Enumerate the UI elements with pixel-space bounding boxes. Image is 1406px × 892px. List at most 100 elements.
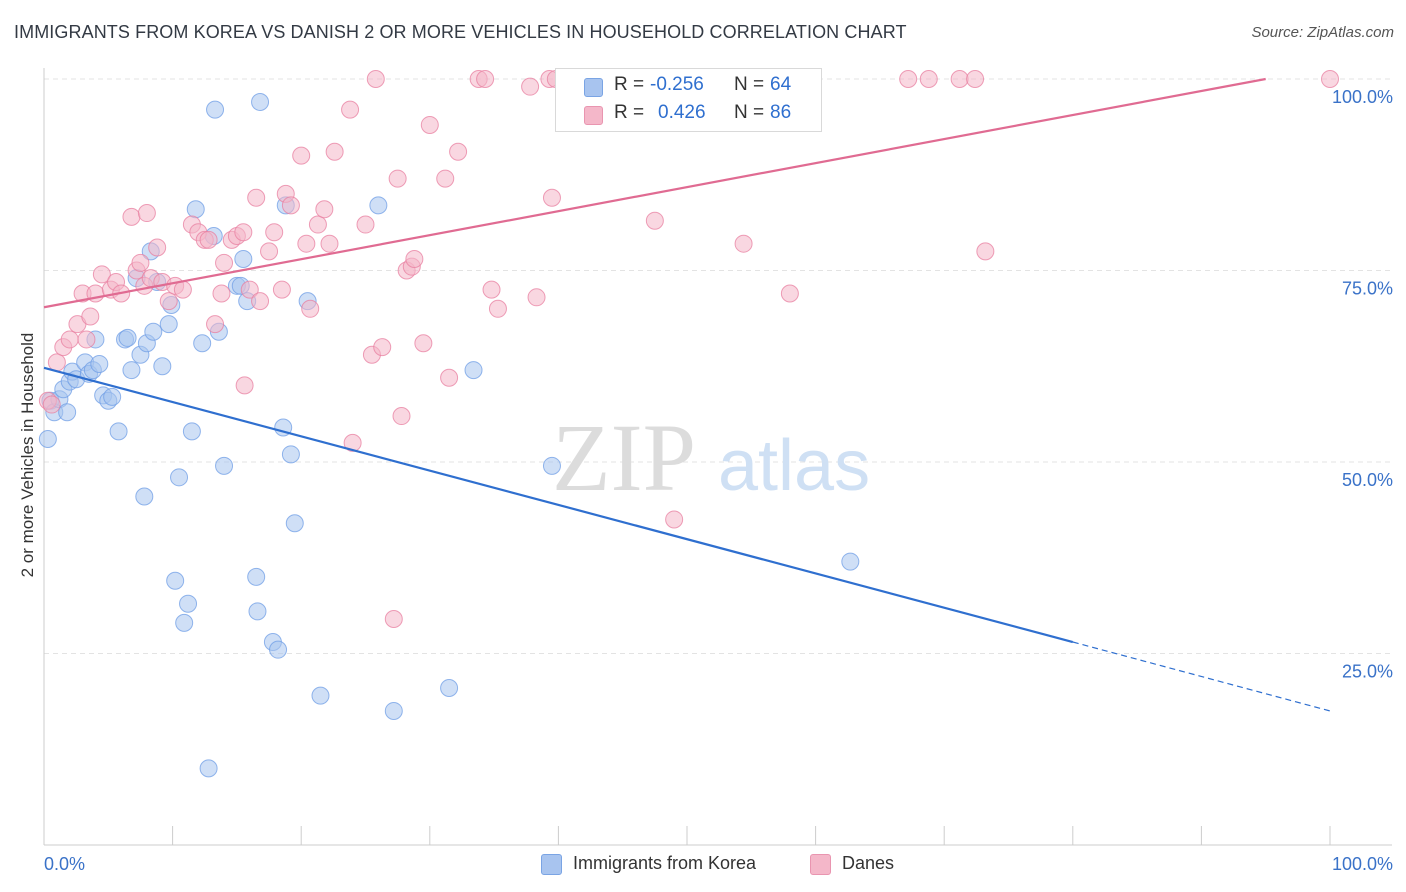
- danes-point: [159, 292, 178, 311]
- danes-point: [199, 230, 218, 249]
- danes-point: [734, 234, 753, 253]
- trend-lines: [43, 77, 1331, 712]
- korea-point: [109, 422, 128, 441]
- korea-point: [269, 640, 288, 659]
- danes-point: [527, 288, 546, 307]
- legend-row-korea: R = -0.256 N = 64: [556, 72, 821, 100]
- korea-point: [90, 354, 109, 373]
- danes-point: [950, 70, 969, 88]
- danes-point: [436, 169, 455, 188]
- danes-point: [420, 115, 439, 134]
- danes-point: [77, 330, 96, 349]
- danes-point: [251, 292, 270, 311]
- x-tick-label: 0.0%: [44, 854, 85, 874]
- danes-point: [384, 610, 403, 629]
- korea-point: [199, 759, 218, 778]
- korea-point: [542, 456, 561, 475]
- danes-point: [131, 253, 150, 272]
- danes-point: [206, 315, 225, 334]
- korea-point: [170, 468, 189, 487]
- korea-point: [234, 250, 253, 269]
- watermark: ZIP atlas: [552, 404, 870, 511]
- tick-labels: 25.0% 50.0% 75.0% 100.0% 0.0% 100.0%: [44, 87, 1393, 874]
- danes-point: [240, 280, 259, 299]
- danes-point: [476, 70, 495, 88]
- korea-point: [285, 514, 304, 533]
- danes-point: [173, 280, 192, 299]
- korea-point: [159, 315, 178, 334]
- danes-point: [42, 395, 61, 414]
- danes-point: [60, 330, 79, 349]
- korea-point: [215, 456, 234, 475]
- legend-r-value: 0.426: [658, 102, 706, 123]
- legend-swatch-korea: [584, 78, 603, 97]
- y-tick-label: 25.0%: [1342, 662, 1393, 682]
- korea-point: [251, 92, 270, 111]
- danes-point: [966, 70, 985, 88]
- korea-point: [182, 422, 201, 441]
- danes-point: [482, 280, 501, 299]
- legend-n-label: N =: [734, 74, 765, 95]
- danes-point: [260, 242, 279, 261]
- danes-point: [366, 70, 385, 88]
- korea-point: [153, 357, 172, 376]
- korea-point: [248, 602, 267, 621]
- danes-point: [308, 215, 327, 234]
- danes-point: [292, 146, 311, 165]
- danes-point: [47, 353, 66, 372]
- danes-point: [297, 234, 316, 253]
- source-label: Source: ZipAtlas.com: [1251, 24, 1394, 41]
- danes-point: [392, 407, 411, 426]
- y-tick-label: 100.0%: [1332, 87, 1393, 107]
- korea-point: [122, 361, 141, 380]
- korea-point: [247, 567, 266, 586]
- korea-point: [369, 196, 388, 215]
- korea-point: [281, 445, 300, 464]
- watermark-atlas: atlas: [718, 426, 870, 506]
- danes-point: [341, 100, 360, 119]
- danes-point: [645, 211, 664, 230]
- bottom-legend-swatch: [810, 854, 831, 875]
- chart-title: IMMIGRANTS FROM KOREA VS DANISH 2 OR MOR…: [14, 22, 907, 42]
- bottom-legend-label: Immigrants from Korea: [573, 853, 757, 873]
- legend-n-value: 86: [770, 102, 792, 123]
- correlation-legend: R = -0.256 N = 64 R = 0.426 N = 86: [555, 68, 822, 132]
- danes-point: [301, 299, 320, 318]
- korea-point: [38, 430, 57, 449]
- korea-point: [135, 487, 154, 506]
- danes-point: [265, 223, 284, 242]
- korea-point: [179, 594, 198, 613]
- legend-r-label: R =: [614, 74, 645, 95]
- legend-n-value: 64: [770, 74, 792, 95]
- axes: [43, 68, 1392, 846]
- danes-point: [81, 307, 100, 326]
- korea-point: [384, 701, 403, 720]
- korea-point: [166, 571, 185, 590]
- korea-trend-extension: [1072, 641, 1331, 712]
- danes-point: [388, 169, 407, 188]
- danes-point: [976, 242, 995, 261]
- danes-point: [899, 70, 918, 88]
- korea-point: [103, 387, 122, 406]
- legend-row-danes: R = 0.426 N = 86: [556, 100, 821, 128]
- danes-point: [542, 188, 561, 207]
- danes-point: [356, 215, 375, 234]
- korea-point: [193, 334, 212, 353]
- bottom-legend-label: Danes: [842, 853, 895, 873]
- danes-point: [320, 234, 339, 253]
- danes-point: [247, 188, 266, 207]
- korea-trend-line: [43, 366, 1074, 644]
- bottom-legend-swatch: [541, 854, 562, 875]
- danes-point: [272, 280, 291, 299]
- y-axis-label: 2 or more Vehicles in Household: [18, 333, 37, 578]
- danes-point: [92, 265, 111, 284]
- danes-point: [315, 200, 334, 219]
- legend-swatch-danes: [584, 106, 603, 125]
- legend-n-label: N =: [734, 102, 765, 123]
- danes-point: [919, 70, 938, 88]
- korea-point: [175, 613, 194, 632]
- korea-point: [464, 361, 483, 380]
- danes-point: [122, 207, 141, 226]
- korea-point: [311, 686, 330, 705]
